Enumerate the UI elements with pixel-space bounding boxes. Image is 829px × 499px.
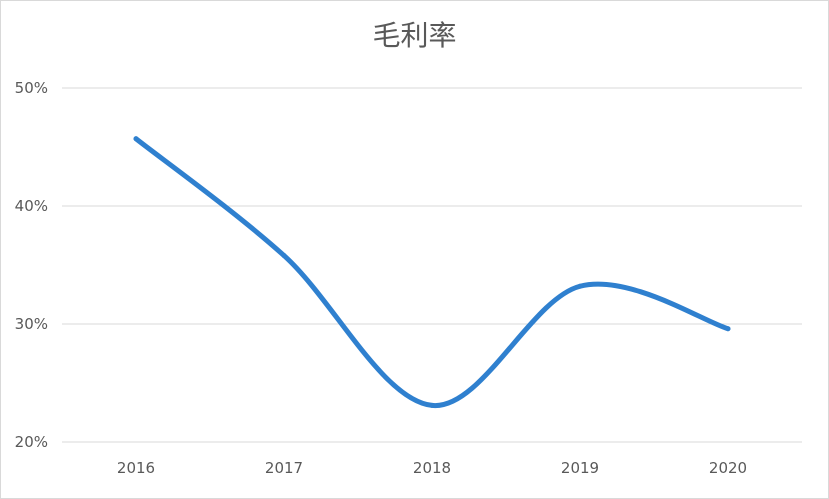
gridlines	[62, 87, 802, 443]
x-axis-ticks: 2016 2017 2018 2019 2020	[117, 459, 747, 477]
x-tick-label-2017: 2017	[265, 459, 303, 477]
data-point-2016	[133, 136, 139, 142]
series-line-0	[133, 136, 731, 408]
chart-title: 毛利率	[372, 19, 457, 52]
y-tick-label-40: 40%	[15, 197, 48, 215]
y-tick-label-30: 30%	[15, 315, 48, 333]
data-point-2019	[577, 283, 583, 289]
y-tick-label-20: 20%	[15, 433, 48, 451]
series-layer	[133, 136, 731, 408]
x-tick-label-2016: 2016	[117, 459, 155, 477]
y-tick-label-50: 50%	[15, 79, 48, 97]
data-point-2020	[725, 326, 731, 332]
data-point-2018	[429, 402, 435, 408]
x-tick-label-2019: 2019	[561, 459, 599, 477]
x-tick-label-2018: 2018	[413, 459, 451, 477]
data-point-2017	[281, 253, 287, 259]
y-axis-ticks: 20% 30% 40% 50%	[15, 79, 48, 451]
x-tick-label-2020: 2020	[709, 459, 747, 477]
